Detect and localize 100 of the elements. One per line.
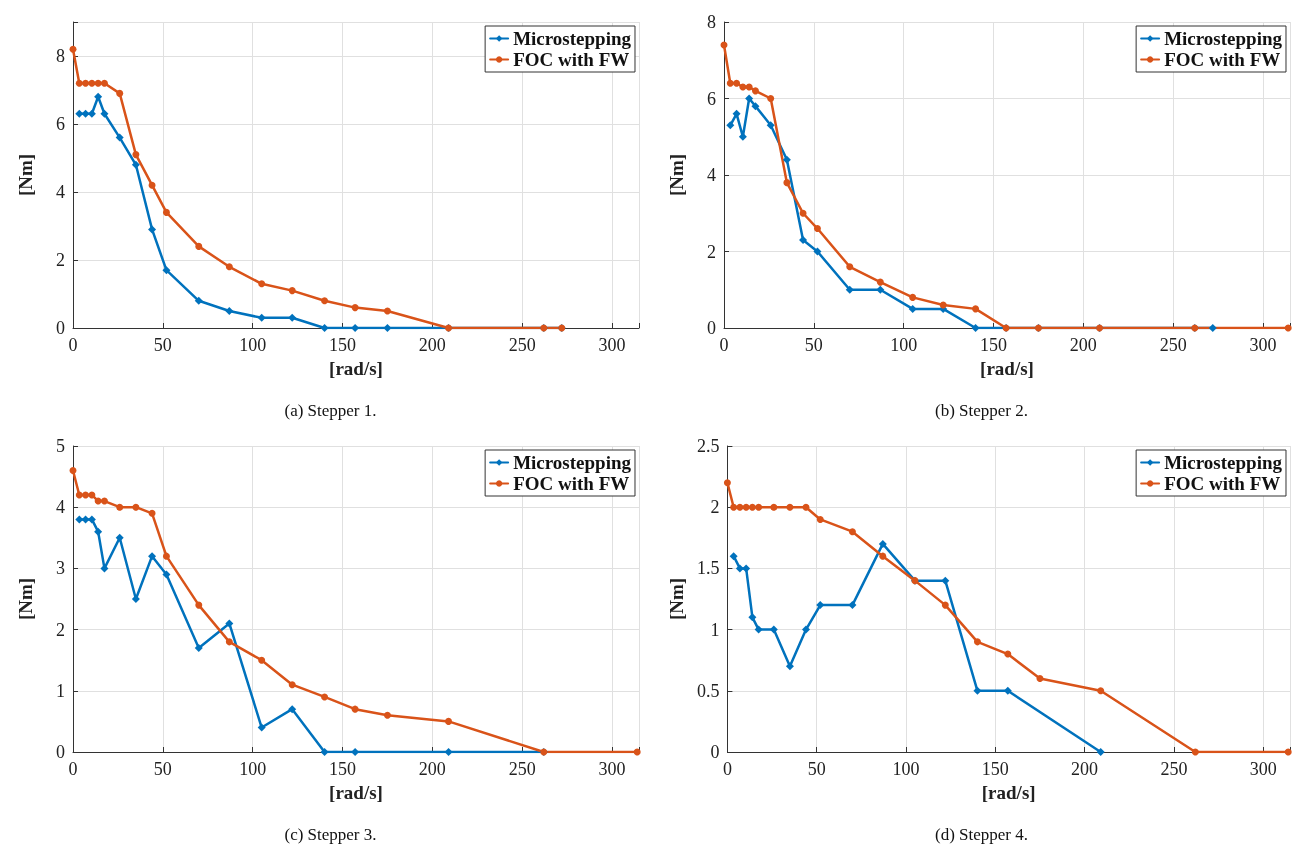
point xyxy=(195,242,203,250)
text: (a) Stepper 1. xyxy=(284,401,377,420)
y-tick-label: 2 xyxy=(707,241,716,262)
x-axis-title: [rad/s] xyxy=(329,357,383,379)
point xyxy=(783,179,791,187)
point xyxy=(100,79,108,87)
point xyxy=(769,625,778,634)
y-tick-label: 1 xyxy=(710,619,720,640)
x-tick-label: 200 xyxy=(418,335,446,355)
legend-label: FOC with FW xyxy=(513,473,630,494)
x-tick-label: 300 xyxy=(1249,335,1277,355)
point xyxy=(94,497,102,505)
x-axis-title: [rad/s] xyxy=(980,357,1034,379)
y-axis-title: [Nm] xyxy=(666,577,687,621)
x-tick-label: 100 xyxy=(239,335,267,355)
point xyxy=(845,285,854,294)
y-tick-label: 0 xyxy=(56,318,65,338)
point xyxy=(726,121,735,130)
point xyxy=(69,45,77,53)
point xyxy=(116,503,124,511)
point xyxy=(383,307,391,315)
point xyxy=(971,324,980,332)
y-tick-label: 6 xyxy=(56,114,65,134)
point xyxy=(351,304,359,312)
point xyxy=(194,643,203,652)
y-tick-label: 4 xyxy=(56,497,65,518)
point xyxy=(782,155,791,164)
point xyxy=(194,296,203,305)
point xyxy=(733,79,741,87)
point xyxy=(816,515,824,523)
x-tick-label: 300 xyxy=(598,335,626,355)
point xyxy=(257,313,266,322)
point xyxy=(383,324,392,332)
point xyxy=(88,79,96,87)
point xyxy=(972,305,980,313)
point xyxy=(770,503,778,511)
point xyxy=(813,247,822,256)
point xyxy=(320,748,329,756)
point xyxy=(87,109,96,118)
y-tick-label: 8 xyxy=(707,12,716,32)
point xyxy=(82,79,90,87)
point xyxy=(225,638,233,646)
point xyxy=(82,491,90,499)
point xyxy=(225,619,234,628)
legend-label: Microstepping xyxy=(1164,452,1283,473)
point xyxy=(742,564,751,573)
point xyxy=(225,307,234,315)
point xyxy=(288,313,297,322)
x-tick-label: 250 xyxy=(1160,759,1188,779)
y-tick-label: 3 xyxy=(56,558,65,579)
point xyxy=(88,491,96,499)
x-axis-title: [rad/s] xyxy=(981,781,1036,803)
point xyxy=(876,285,885,294)
y-tick-label: 4 xyxy=(707,165,716,185)
point xyxy=(1003,686,1012,695)
point xyxy=(799,236,808,245)
point xyxy=(87,515,96,524)
point xyxy=(767,95,775,102)
point xyxy=(751,87,759,95)
point xyxy=(195,601,203,609)
point xyxy=(115,133,124,142)
y-tick-label: 6 xyxy=(707,88,716,109)
x-tick-label: 250 xyxy=(508,759,536,779)
point xyxy=(351,705,359,713)
point xyxy=(1004,650,1012,658)
y-tick-label: 2 xyxy=(56,250,65,270)
point xyxy=(729,552,738,561)
y-tick-label: 0.5 xyxy=(696,680,720,701)
point xyxy=(288,705,297,714)
point xyxy=(755,503,763,511)
point xyxy=(69,466,77,474)
point xyxy=(730,503,738,511)
point xyxy=(766,121,775,130)
point xyxy=(115,533,124,542)
x-tick-label: 150 xyxy=(329,759,357,779)
x-tick-label: 50 xyxy=(807,759,826,779)
legend-label: FOC with FW xyxy=(1164,49,1281,70)
point xyxy=(225,263,233,271)
x-tick-label: 100 xyxy=(890,335,918,355)
x-tick-label: 200 xyxy=(1071,759,1099,779)
point xyxy=(445,717,453,725)
point xyxy=(131,160,140,169)
point xyxy=(148,181,156,189)
legend-label: Microstepping xyxy=(513,28,632,49)
y-tick-label: 0 xyxy=(56,742,65,762)
point xyxy=(162,208,170,216)
legend-label: Microstepping xyxy=(1164,28,1283,49)
x-tick-label: 200 xyxy=(418,759,446,779)
point xyxy=(1036,675,1044,683)
point xyxy=(148,225,157,234)
point xyxy=(258,656,266,664)
x-tick-label: 100 xyxy=(239,759,267,779)
point xyxy=(162,552,170,560)
point xyxy=(723,479,731,487)
point xyxy=(257,723,266,732)
point xyxy=(801,625,810,634)
point xyxy=(941,601,949,609)
point xyxy=(383,711,391,719)
point xyxy=(258,280,266,288)
point xyxy=(321,693,329,701)
